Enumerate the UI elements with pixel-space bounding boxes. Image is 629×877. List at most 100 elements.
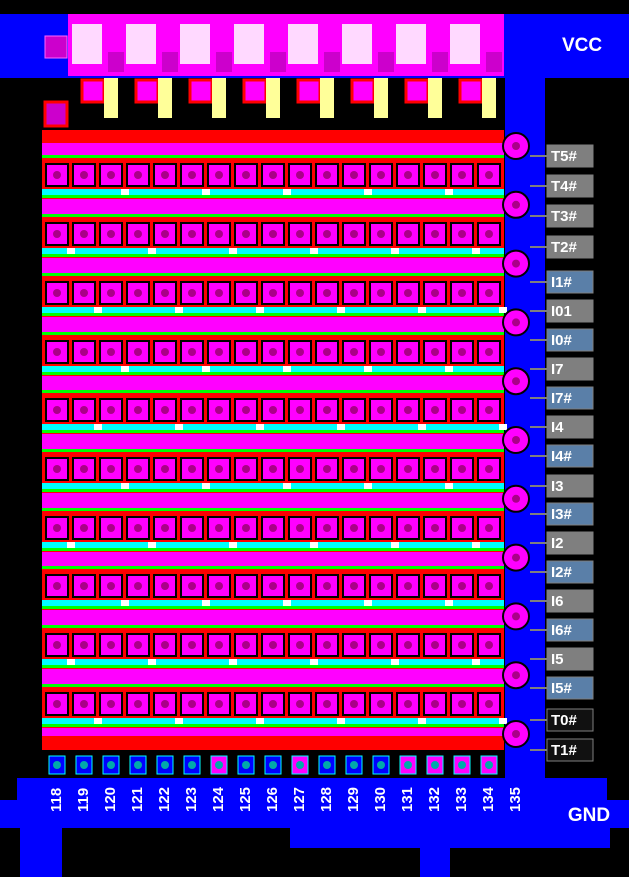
finger <box>234 24 264 64</box>
contact <box>485 700 493 708</box>
contact <box>377 641 385 649</box>
contact <box>404 348 412 356</box>
contact <box>296 641 304 649</box>
contact <box>215 524 223 532</box>
pin-label: I6# <box>551 622 573 639</box>
finger-via <box>162 52 178 72</box>
contact <box>161 289 169 297</box>
finger-via <box>242 78 268 104</box>
contact <box>134 230 142 238</box>
contact <box>296 465 304 473</box>
contact <box>377 406 385 414</box>
band-green <box>42 254 504 257</box>
contact <box>188 582 196 590</box>
highlight <box>67 248 75 254</box>
contact <box>323 761 331 769</box>
contact <box>134 171 142 179</box>
pin-label: I5# <box>551 680 573 697</box>
contact <box>107 524 115 532</box>
highlight <box>283 600 291 606</box>
contact <box>215 348 223 356</box>
contact <box>485 761 493 769</box>
pin-label: T0# <box>551 712 578 729</box>
highlight <box>148 659 156 665</box>
highlight <box>337 424 345 430</box>
contact <box>134 761 142 769</box>
highlight <box>310 542 318 548</box>
band-green <box>42 372 504 375</box>
highlight <box>94 307 102 313</box>
band-cyan <box>42 483 504 489</box>
band-green <box>42 606 504 609</box>
column-number: 121 <box>129 787 146 812</box>
column-number: 133 <box>453 787 470 812</box>
finger-stripe <box>482 78 496 118</box>
band-green <box>42 625 504 628</box>
contact <box>512 612 520 621</box>
finger <box>396 24 426 64</box>
finger-via <box>188 78 214 104</box>
contact <box>377 230 385 238</box>
contact <box>323 641 331 649</box>
finger-via <box>404 78 430 104</box>
band-green <box>42 195 504 198</box>
contact <box>269 230 277 238</box>
contact <box>512 377 520 386</box>
contact <box>458 700 466 708</box>
pin-box <box>546 502 594 526</box>
highlight <box>364 366 372 372</box>
contact <box>377 171 385 179</box>
contact <box>53 465 61 473</box>
contact <box>242 582 250 590</box>
contact <box>53 230 61 238</box>
contact <box>296 348 304 356</box>
contact <box>53 700 61 708</box>
pin-box <box>546 204 594 228</box>
highlight <box>337 307 345 313</box>
contact <box>215 230 223 238</box>
contact <box>80 700 88 708</box>
contact <box>107 289 115 297</box>
contact <box>80 465 88 473</box>
contact <box>188 230 196 238</box>
finger <box>126 24 156 64</box>
contact <box>404 465 412 473</box>
contact <box>296 289 304 297</box>
contact <box>80 524 88 532</box>
column-number: 126 <box>264 787 281 812</box>
finger-via <box>324 52 340 72</box>
finger-stripe <box>212 78 226 118</box>
contact <box>404 289 412 297</box>
contact <box>350 761 358 769</box>
highlight <box>148 248 156 254</box>
pin-label: I7 <box>551 361 564 378</box>
band-green <box>42 665 504 668</box>
contact <box>161 348 169 356</box>
band-green <box>42 566 504 569</box>
contact <box>350 348 358 356</box>
contact <box>107 761 115 769</box>
highlight <box>391 542 399 548</box>
contact <box>296 700 304 708</box>
band-cyan <box>42 542 504 548</box>
contact <box>134 700 142 708</box>
finger-stripe <box>266 78 280 118</box>
pin-label: T3# <box>551 208 578 225</box>
contact <box>134 582 142 590</box>
contact <box>269 700 277 708</box>
contact <box>242 230 250 238</box>
contact <box>161 761 169 769</box>
band-green <box>42 313 504 316</box>
contact <box>107 406 115 414</box>
contact <box>485 348 493 356</box>
column-number: 135 <box>507 787 524 812</box>
contact <box>431 465 439 473</box>
highlight <box>67 659 75 665</box>
contact <box>134 641 142 649</box>
contact <box>80 761 88 769</box>
contact <box>134 348 142 356</box>
pin-label: I0# <box>551 332 573 349</box>
finger-via <box>432 52 448 72</box>
contact <box>269 465 277 473</box>
gnd-stub <box>420 846 450 877</box>
